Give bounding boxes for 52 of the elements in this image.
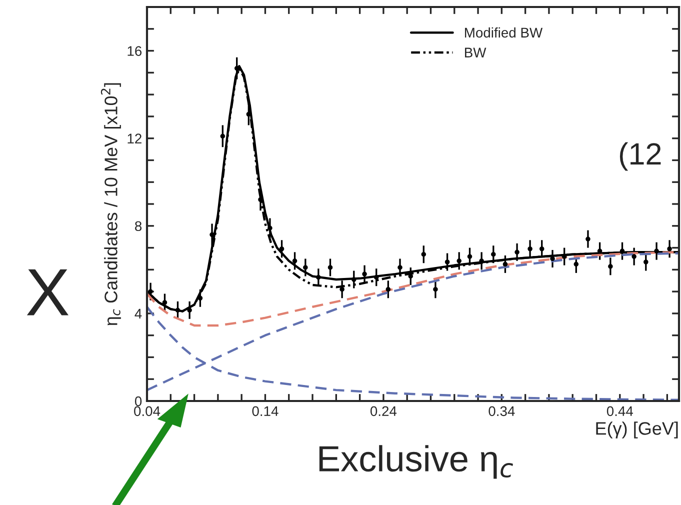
x-tick-label: 0.04 bbox=[134, 406, 160, 416]
point bbox=[292, 258, 298, 264]
y-axis-title: η$_{c}$ Candidates / 10 MeV [x10$^{2}$] bbox=[100, 83, 121, 326]
legend-label: Modified BW bbox=[465, 27, 543, 38]
point bbox=[608, 264, 613, 269]
point bbox=[632, 254, 636, 259]
legend-label: BW bbox=[465, 48, 486, 58]
y-tick-label: 0 bbox=[134, 396, 142, 406]
point bbox=[175, 308, 180, 313]
y-tick-label: 16 bbox=[128, 46, 142, 56]
point bbox=[268, 226, 272, 230]
point bbox=[374, 274, 379, 280]
point bbox=[502, 262, 508, 267]
point bbox=[467, 254, 472, 259]
y-tick-label: 12 bbox=[128, 134, 142, 144]
point bbox=[550, 256, 555, 262]
point bbox=[433, 286, 438, 292]
point bbox=[644, 260, 648, 264]
point bbox=[528, 246, 532, 252]
x-tick-label: 0.24 bbox=[370, 406, 397, 416]
x-tick-label: 0.44 bbox=[606, 406, 633, 416]
point bbox=[198, 296, 203, 301]
text: Exclusive η$_{c}$ bbox=[319, 445, 513, 479]
point bbox=[667, 246, 672, 252]
point bbox=[574, 262, 579, 267]
point bbox=[279, 246, 284, 252]
point bbox=[328, 265, 333, 270]
point bbox=[490, 252, 496, 257]
annotation: (12 bbox=[620, 142, 661, 171]
point bbox=[386, 286, 391, 292]
x-axis-title: E(γ) [GeV] bbox=[596, 422, 678, 438]
point bbox=[316, 274, 321, 280]
point bbox=[421, 252, 426, 257]
y-tick-label: 8 bbox=[135, 221, 142, 232]
point bbox=[586, 236, 590, 242]
point bbox=[444, 260, 450, 264]
x-tick-label: 0.34 bbox=[488, 406, 515, 416]
text: X bbox=[26, 269, 68, 316]
point bbox=[220, 134, 226, 139]
point bbox=[654, 248, 659, 254]
point bbox=[539, 246, 544, 252]
point bbox=[398, 265, 402, 270]
point bbox=[362, 272, 367, 276]
point bbox=[456, 258, 462, 264]
x-tick-label: 0.14 bbox=[252, 406, 278, 416]
point bbox=[514, 250, 520, 255]
point bbox=[187, 308, 192, 313]
point bbox=[351, 277, 356, 282]
point bbox=[303, 265, 308, 270]
point bbox=[340, 286, 344, 292]
point bbox=[162, 300, 168, 305]
y-tick-label: 4 bbox=[134, 308, 142, 318]
